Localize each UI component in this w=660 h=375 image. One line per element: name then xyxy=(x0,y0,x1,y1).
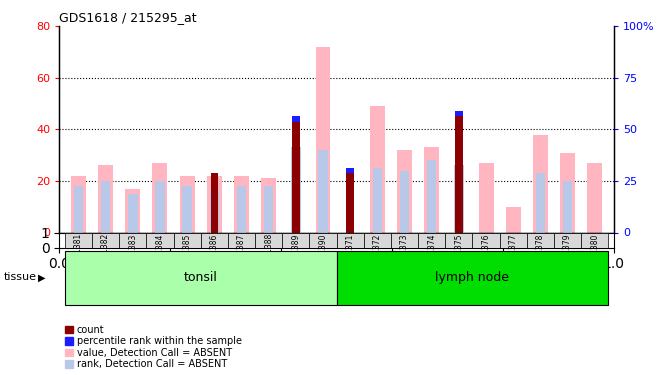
Bar xyxy=(71,176,86,232)
Bar xyxy=(424,147,439,232)
Bar xyxy=(560,153,575,232)
Bar xyxy=(563,181,572,232)
Text: GSM51387: GSM51387 xyxy=(237,233,246,274)
Bar xyxy=(211,173,218,232)
Text: GSM51381: GSM51381 xyxy=(74,233,83,274)
Bar xyxy=(210,189,219,232)
Text: GSM51376: GSM51376 xyxy=(482,233,490,275)
Bar xyxy=(101,181,110,232)
Bar xyxy=(418,232,446,248)
Text: GSM51384: GSM51384 xyxy=(156,233,164,274)
Text: tissue: tissue xyxy=(3,273,36,282)
Bar xyxy=(455,111,463,232)
Text: tonsil: tonsil xyxy=(183,271,218,284)
Bar xyxy=(337,251,609,305)
Bar xyxy=(346,168,354,232)
Bar xyxy=(92,232,119,248)
Text: ▶: ▶ xyxy=(38,273,46,282)
Bar xyxy=(506,207,521,232)
Bar xyxy=(128,194,137,232)
Bar xyxy=(446,232,473,248)
Bar xyxy=(119,232,147,248)
Text: GSM51386: GSM51386 xyxy=(210,233,219,274)
Bar xyxy=(400,171,409,232)
Bar xyxy=(318,150,328,232)
Bar xyxy=(473,232,500,248)
Bar xyxy=(234,176,249,232)
Bar xyxy=(255,232,282,248)
Text: GSM51383: GSM51383 xyxy=(128,233,137,274)
Bar xyxy=(180,176,195,232)
Text: GSM51371: GSM51371 xyxy=(346,233,354,274)
Text: GSM51374: GSM51374 xyxy=(427,233,436,275)
Text: lymph node: lymph node xyxy=(436,271,510,284)
Bar xyxy=(155,181,165,232)
Text: GSM51388: GSM51388 xyxy=(264,233,273,274)
Bar xyxy=(581,232,609,248)
Bar xyxy=(207,176,222,232)
Bar xyxy=(65,232,92,248)
Bar xyxy=(346,168,354,173)
Bar xyxy=(291,147,300,232)
Text: GSM51378: GSM51378 xyxy=(536,233,545,274)
Bar xyxy=(455,111,463,117)
Bar xyxy=(478,163,494,232)
Bar xyxy=(98,165,113,232)
Text: GSM51382: GSM51382 xyxy=(101,233,110,274)
Bar xyxy=(292,117,300,122)
Bar xyxy=(315,47,331,232)
Bar xyxy=(201,232,228,248)
Bar xyxy=(370,106,385,232)
Bar xyxy=(282,232,310,248)
Bar xyxy=(292,117,300,232)
Text: GSM51373: GSM51373 xyxy=(400,233,409,275)
Bar xyxy=(310,232,337,248)
Text: GDS1618 / 215295_at: GDS1618 / 215295_at xyxy=(59,11,197,24)
Bar xyxy=(261,178,276,232)
Bar xyxy=(174,232,201,248)
Bar xyxy=(454,165,464,232)
Bar xyxy=(152,163,168,232)
Bar xyxy=(337,232,364,248)
Bar xyxy=(500,232,527,248)
Bar xyxy=(397,150,412,232)
Bar xyxy=(125,189,141,232)
Text: GSM51372: GSM51372 xyxy=(373,233,382,274)
Bar xyxy=(536,173,545,232)
Bar xyxy=(527,232,554,248)
Bar xyxy=(554,232,581,248)
Bar xyxy=(65,251,337,305)
Text: GSM51377: GSM51377 xyxy=(509,233,517,275)
Bar xyxy=(427,160,436,232)
Bar xyxy=(74,186,83,232)
Bar xyxy=(228,232,255,248)
Bar xyxy=(264,186,273,232)
Bar xyxy=(373,168,382,232)
Bar xyxy=(182,186,192,232)
Text: GSM51390: GSM51390 xyxy=(319,233,327,275)
Bar xyxy=(147,232,174,248)
Bar xyxy=(587,163,603,232)
Text: GSM51375: GSM51375 xyxy=(454,233,463,275)
Bar xyxy=(391,232,418,248)
Text: GSM51379: GSM51379 xyxy=(563,233,572,275)
Text: GSM51389: GSM51389 xyxy=(291,233,300,274)
Text: GSM51385: GSM51385 xyxy=(183,233,191,274)
Legend: count, percentile rank within the sample, value, Detection Call = ABSENT, rank, : count, percentile rank within the sample… xyxy=(64,324,243,370)
Text: GSM51380: GSM51380 xyxy=(590,233,599,274)
Bar xyxy=(237,186,246,232)
Bar xyxy=(533,135,548,232)
Bar xyxy=(364,232,391,248)
